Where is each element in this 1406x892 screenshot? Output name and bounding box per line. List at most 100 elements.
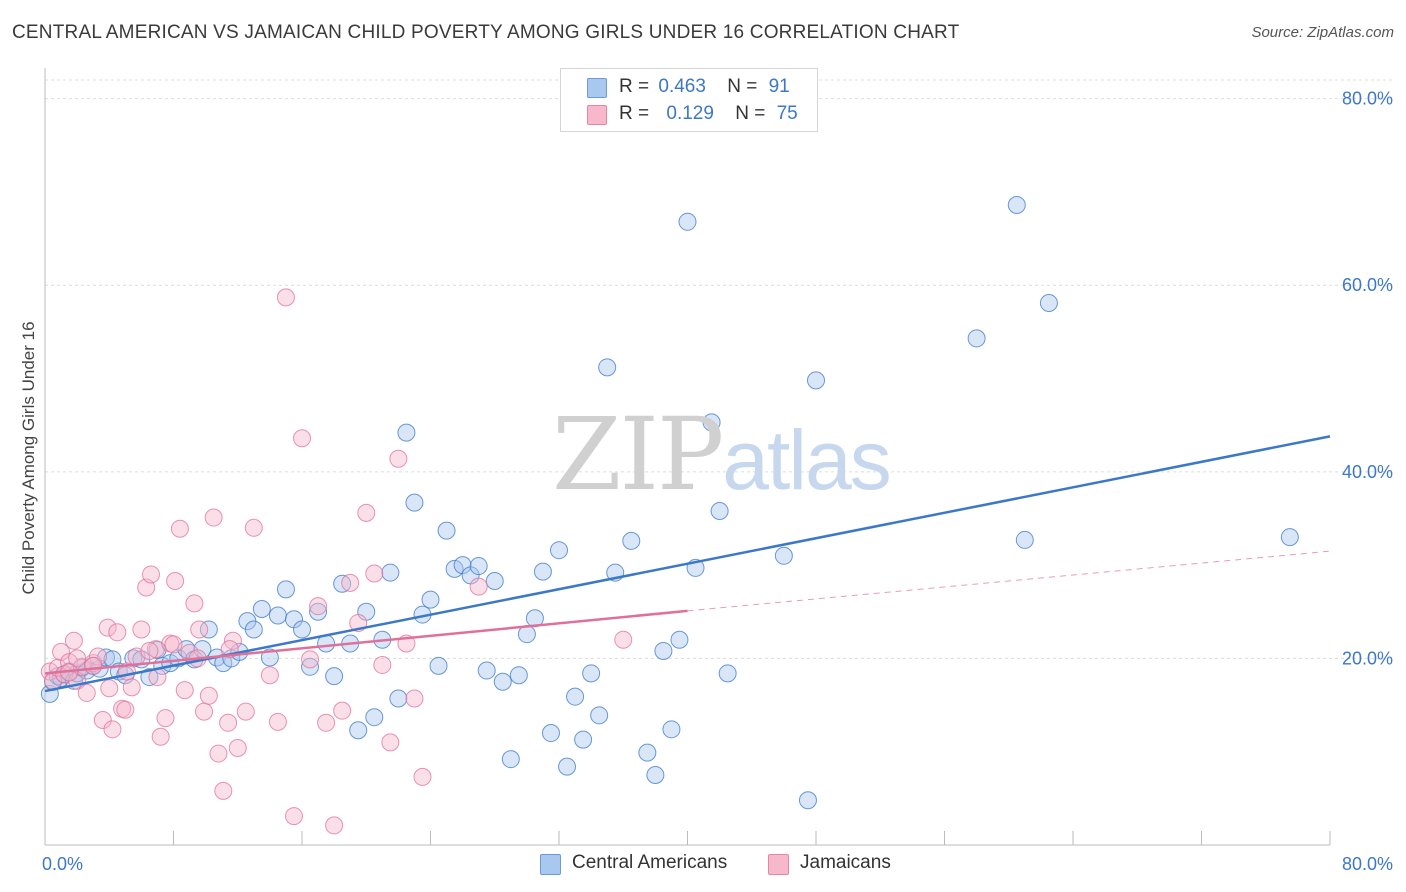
jamaicans-point [89,647,108,666]
jamaicans-point [276,288,295,307]
central-americans-point [469,557,488,576]
jamaicans-point [284,807,303,826]
jamaicans-point [365,564,384,583]
jamaicans-point [469,577,488,596]
y-tick-label: 40.0% [1342,462,1393,482]
central-americans-trend-line [44,435,1331,693]
central-americans-point [1007,196,1026,215]
legend-n-value: 91 [768,76,790,97]
central-americans-point [389,689,408,708]
central-americans-point [582,664,601,683]
jamaicans-point [341,573,360,592]
jamaicans-point [333,701,352,720]
jamaicans-point [309,597,328,616]
central-americans-point [710,502,729,521]
jamaicans-point [100,679,119,698]
central-americans-point [268,606,287,625]
jamaicans-point [389,449,408,468]
legend-n-value: 75 [776,103,798,124]
central-americans-points [40,196,1299,810]
central-americans-point [276,580,295,599]
central-americans-point [646,766,665,785]
central-americans-point [550,541,568,560]
central-americans-point [244,620,263,639]
jamaicans-point [98,618,117,637]
jamaicans-trend-extension [687,550,1331,612]
jamaicans-point [209,744,228,763]
jamaicans-point [64,631,83,650]
jamaicans-points [40,288,633,835]
central-americans-point [477,661,496,680]
jamaicans-point [156,709,175,728]
central-americans-point [654,641,673,660]
x-tick-label: 0.0% [42,854,83,874]
watermark-zip: ZIP [552,396,724,513]
jamaicans-point [84,656,103,675]
jamaicans-point [166,571,185,590]
jamaicans-point [68,649,87,668]
central-americans-point [702,413,721,432]
jamaicans-point [175,681,194,700]
jamaicans-point [228,738,247,757]
jamaicans-point [317,713,336,732]
central-americans-point [199,620,218,639]
central-americans-point [541,724,560,743]
jamaicans-point [373,655,392,674]
central-americans-point [301,657,320,676]
jamaicans-point [268,712,287,731]
legend-r-label: R = [619,76,650,97]
series-label: Jamaicans [800,852,891,873]
jamaicans-point [142,565,161,584]
jamaicans-point [108,623,127,642]
central-americans-point [421,590,440,609]
legend-r-value: 0.463 [658,76,706,97]
central-americans-point [365,708,384,727]
central-americans-point [590,706,609,725]
jamaicans-point [170,519,189,538]
jamaicans-point [132,620,151,639]
y-tick-label: 20.0% [1342,648,1393,668]
central-americans-point [381,563,400,582]
jamaicans-point [260,666,279,685]
y-axis-label: Child Poverty Among Girls Under 16 [19,321,38,594]
central-americans-point [807,371,825,390]
central-americans-point [485,571,504,590]
jamaicans-point [244,518,263,537]
jamaicans-point [614,630,633,649]
source-note: Source: ZipAtlas.com [1251,24,1394,41]
legend-swatch-pink [587,105,607,125]
central-americans-point [405,493,424,512]
jamaicans-point [140,641,159,660]
central-americans-point [1280,528,1299,547]
jamaicans-trend-line [44,609,688,675]
central-americans-point [798,791,817,810]
y-tick-label: 80.0% [1342,89,1393,109]
series-label: Central Americans [572,852,728,873]
central-americans-point [349,721,368,740]
central-americans-point [574,730,593,749]
jamaicans-point [357,503,376,522]
central-americans-point [638,743,657,762]
jamaicans-point [325,816,344,835]
stats-legend: R = 0.463 N = 91 R = 0.129 N = 75 [560,68,818,132]
central-americans-point [429,656,448,675]
tick-labels: 20.0% 40.0% 60.0% 80.0% 0.0% 80.0% [42,89,1393,874]
chart-title: CENTRAL AMERICAN VS JAMAICAN CHILD POVER… [12,22,960,43]
central-americans-point [1039,293,1058,312]
central-americans-point [397,423,416,442]
legend-n-label: N = [735,103,766,124]
central-americans-point [309,602,328,621]
jamaicans-point [151,727,170,746]
jamaicans-point [164,635,183,654]
jamaicans-point [185,594,204,613]
central-americans-point [260,648,279,667]
central-americans-point [437,521,456,540]
jamaicans-point [190,620,209,639]
central-americans-point [252,599,271,618]
central-americans-point [566,687,585,706]
jamaicans-point [214,781,233,800]
central-americans-point [967,329,986,348]
central-americans-point [662,720,681,739]
jamaicans-point [381,733,400,752]
